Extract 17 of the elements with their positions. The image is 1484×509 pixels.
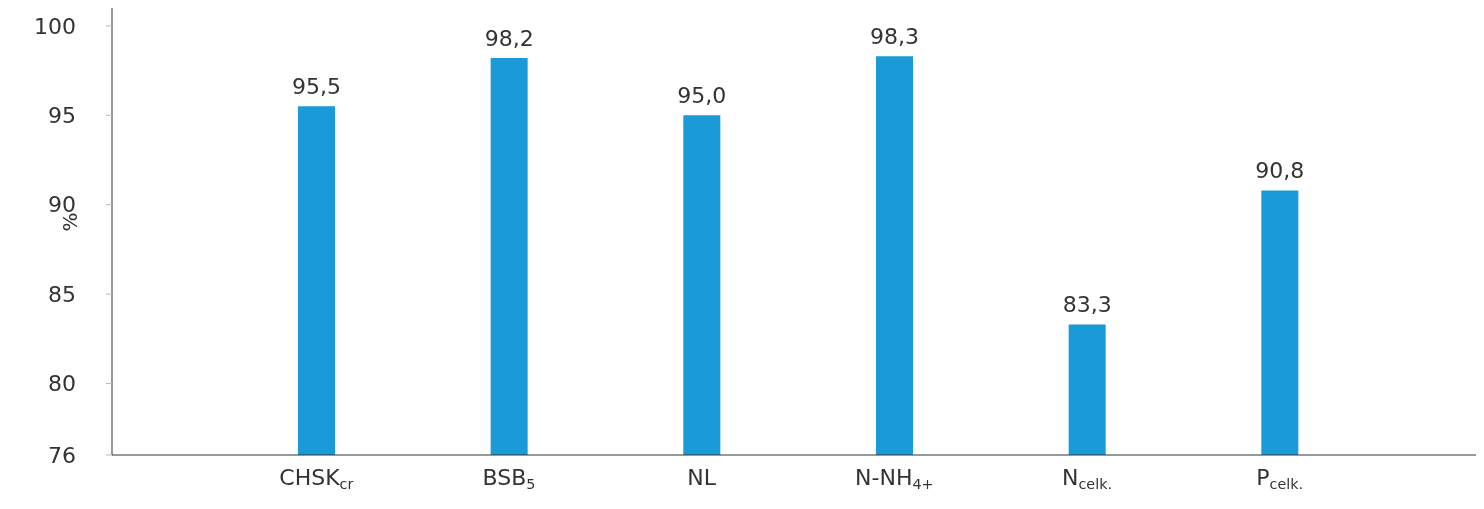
data-label: 95,5	[292, 74, 341, 100]
data-label: 90,8	[1255, 158, 1305, 184]
x-tick-label: NL	[687, 465, 717, 490]
y-tick-label: 76	[48, 442, 76, 468]
x-tick-label: N$_{celk.}$	[1062, 465, 1112, 493]
data-label: 83,3	[1062, 292, 1112, 318]
y-tick-label: 80	[48, 371, 76, 397]
data-label: 98,2	[484, 26, 534, 52]
x-tick-label: BSB$_{5}$	[482, 465, 536, 493]
x-tick-label: P$_{celk.}$	[1256, 465, 1304, 493]
data-label: 98,3	[870, 24, 919, 50]
y-tick-label: 85	[48, 281, 76, 307]
data-label: 95,0	[677, 83, 727, 109]
y-tick-label: 100	[34, 13, 76, 39]
x-tick-label: CHSK$_{cr}$	[279, 465, 354, 493]
y-tick-label: 95	[48, 103, 76, 129]
x-tick-label: N-NH$_{4+}$	[855, 465, 934, 493]
